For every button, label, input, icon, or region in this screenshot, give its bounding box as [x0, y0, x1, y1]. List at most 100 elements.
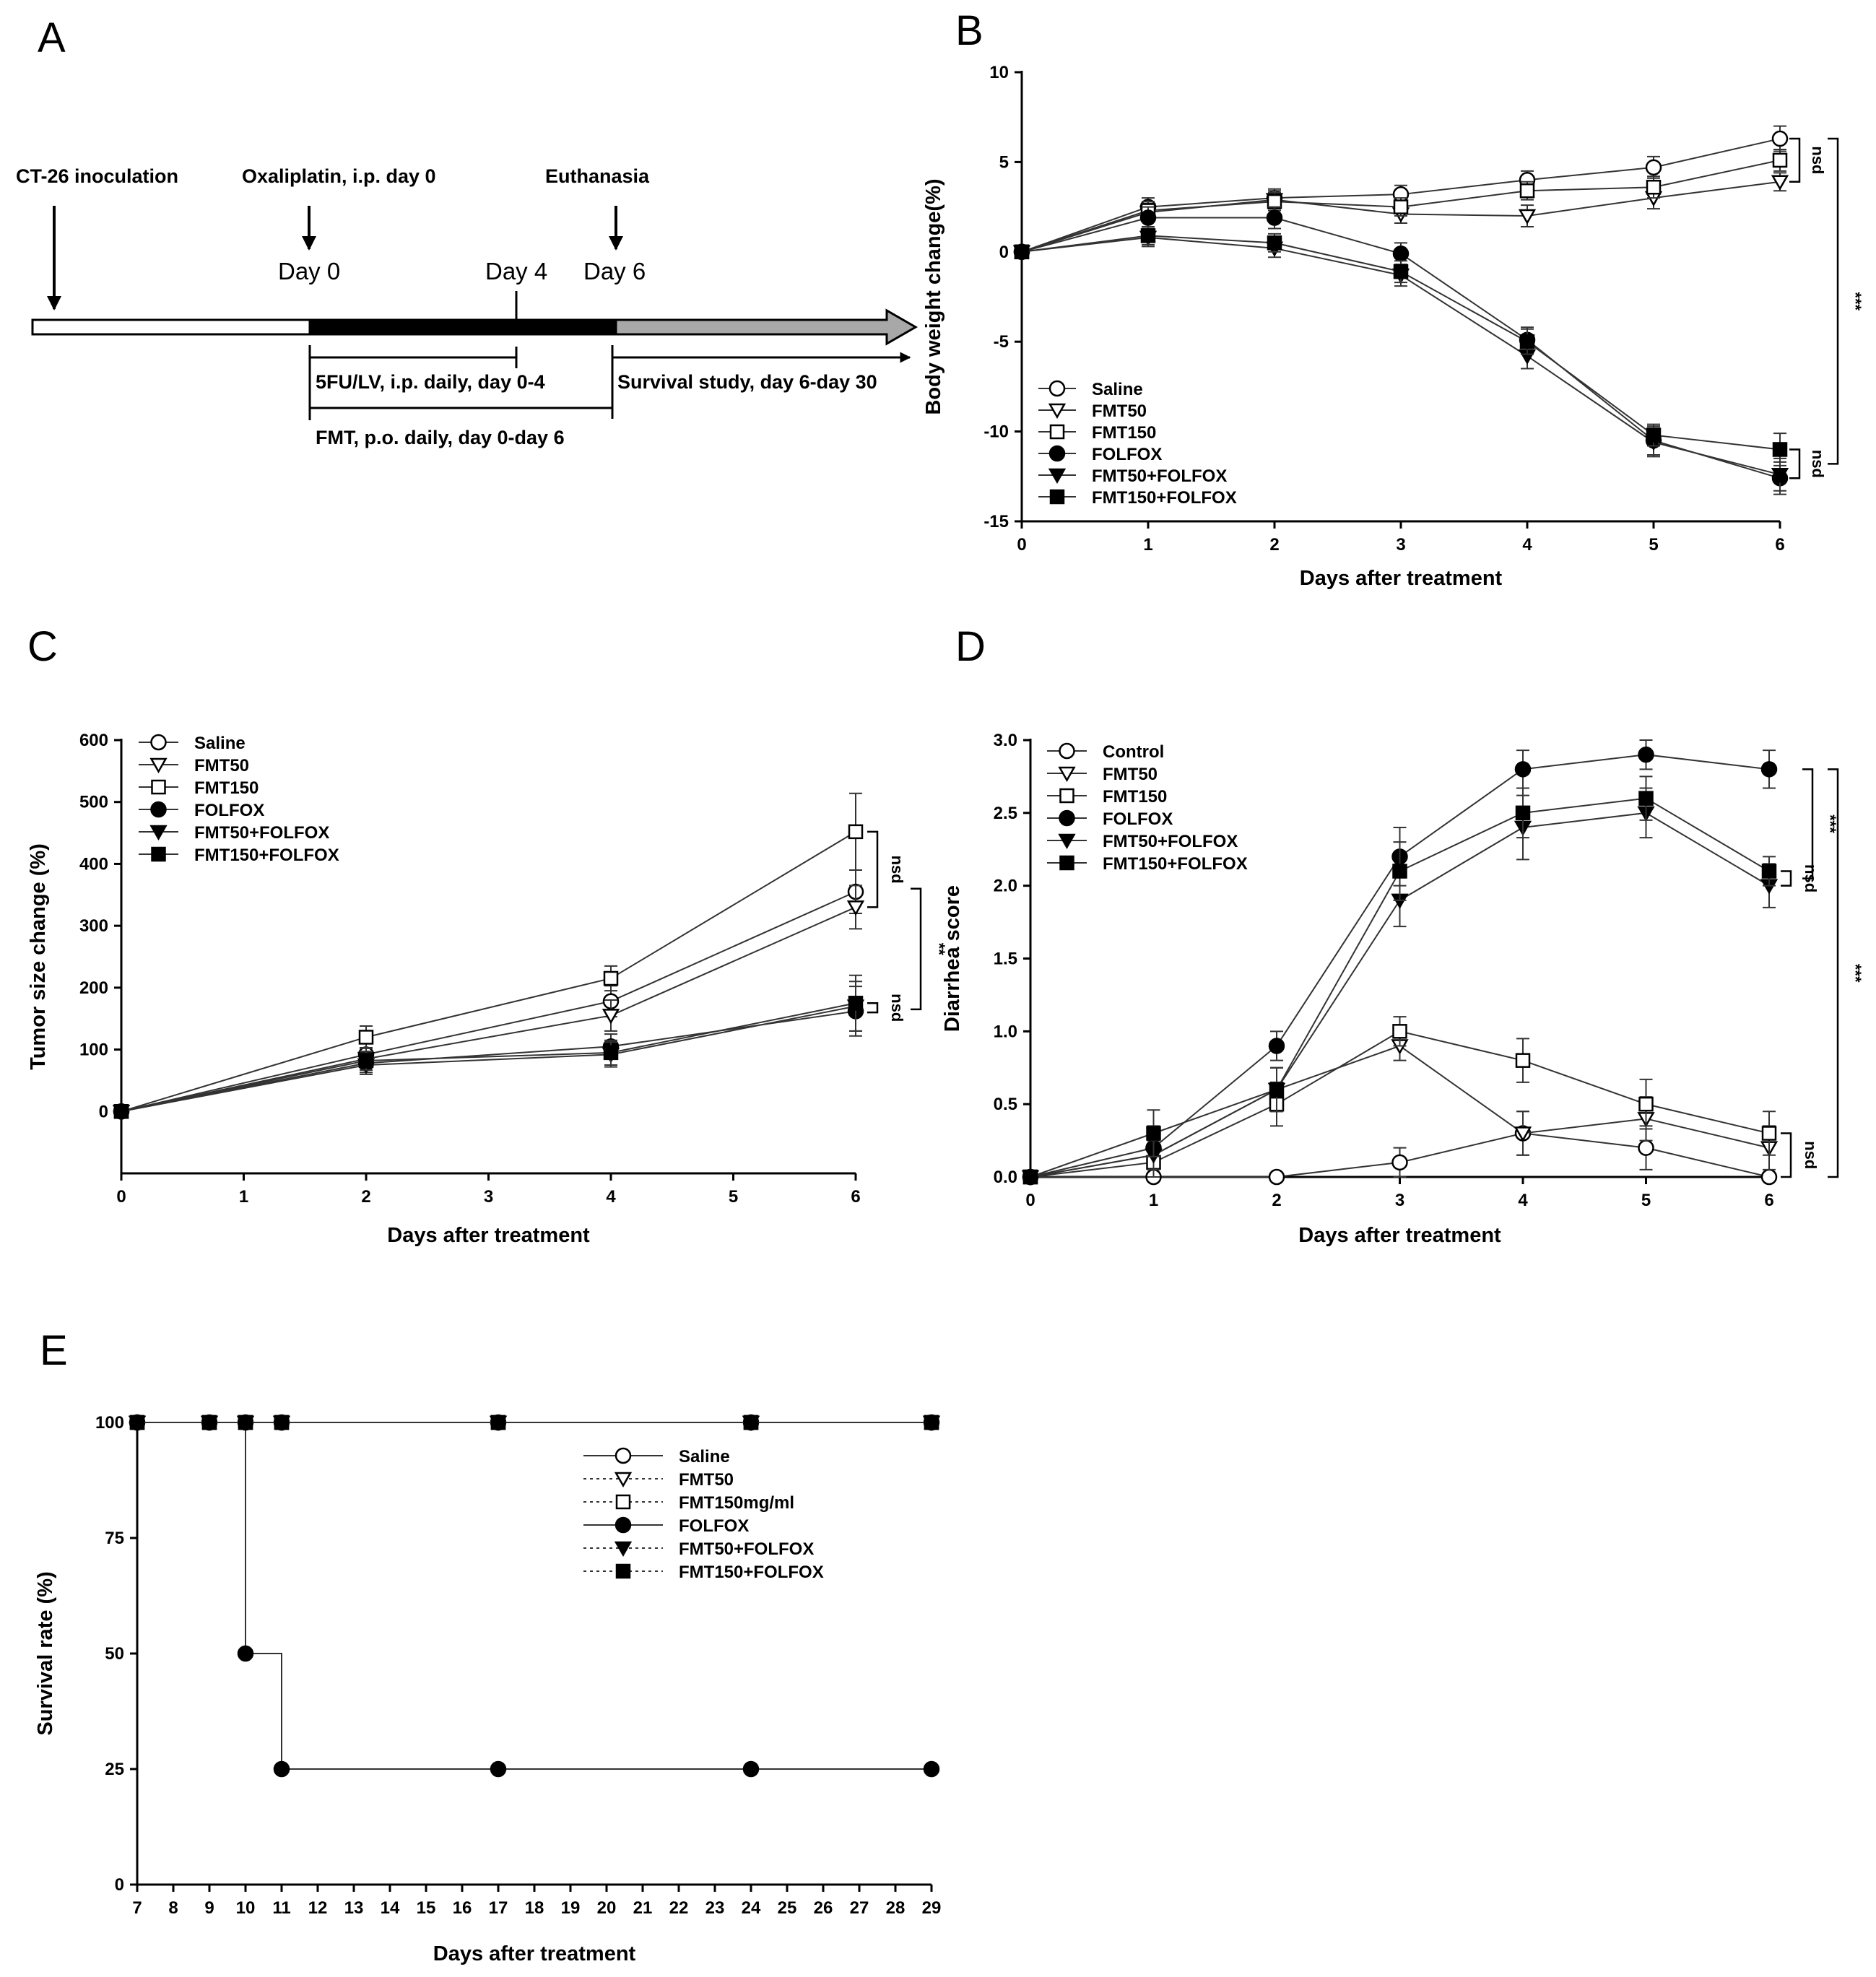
- panel-e-point-folfox: [273, 1760, 290, 1778]
- panel-d-bracket-line: [1781, 870, 1792, 887]
- panel-c-x-tick-label: 5: [729, 1187, 738, 1207]
- panel-b-significance-bracket: ***: [1828, 137, 1864, 465]
- panel-e-x-tick-label: 16: [453, 1898, 472, 1918]
- panel-d-y-tick-label: 3.0: [994, 731, 1017, 750]
- panel-e-x-tick-label: 20: [597, 1898, 617, 1918]
- panel-e-x-tick-label: 14: [381, 1898, 400, 1918]
- panel-b-x-tick-label: 6: [1775, 535, 1784, 555]
- panel-d-significance-label: ***: [1821, 814, 1839, 833]
- panel-b-y-tick-label: 5: [999, 152, 1009, 172]
- panel-d-legend-label: FMT150: [1103, 787, 1167, 807]
- panel-d-point-fmt150: [1761, 1126, 1777, 1141]
- panel-d-legend-marker-fmt50: [1058, 766, 1076, 783]
- panel-d-legend-label: FMT150+FOLFOX: [1103, 854, 1248, 874]
- panel-c-bracket-line: [911, 887, 922, 1011]
- panel-e-legend-marker-folfox: [615, 1516, 632, 1534]
- panel-label-d: D: [955, 623, 986, 670]
- panel-d-significance-bracket: ***: [1828, 768, 1864, 1178]
- panel-c-legend-marker-fmt150: [151, 779, 166, 795]
- panel-d-x-tick-label: 0: [1025, 1191, 1035, 1210]
- panel-e-y-tick-label: 75: [105, 1529, 124, 1548]
- panel-c-legend-marker-folfox: [150, 801, 167, 818]
- panel-e-point-folfox: [237, 1645, 254, 1662]
- panel-e-x-tick-label: 27: [850, 1898, 869, 1918]
- panel-c-point-fmt150-folfox: [113, 1104, 129, 1119]
- panel-d-point-fmt150-folfox: [1022, 1169, 1038, 1185]
- panel-e-x-tick-label: 29: [922, 1898, 942, 1918]
- panel-d-series-fmt150-folfox: [1022, 775, 1777, 1185]
- panel-e-legend-marker-fmt150mg-ml: [615, 1494, 631, 1510]
- panel-c-x-axis-label: Days after treatment: [387, 1224, 590, 1247]
- panel-e-point-fmt150-folfox: [201, 1415, 217, 1430]
- panel-label-b: B: [955, 7, 983, 54]
- panel-b-point-fmt150: [1393, 199, 1409, 214]
- panel-e-legend-label: FOLFOX: [679, 1516, 749, 1536]
- panel-e-x-tick-label: 22: [669, 1898, 689, 1918]
- timeline-survival-arrow: [615, 308, 919, 346]
- panel-e-point-fmt150-folfox: [743, 1415, 759, 1430]
- panel-b-point-fmt150: [1772, 152, 1788, 168]
- panel-label-e: E: [40, 1327, 68, 1374]
- panel-e-y-tick-label: 100: [95, 1413, 124, 1433]
- panel-c-y-axis-label: Tumor size change (%): [27, 843, 50, 1070]
- panel-b-legend-marker-fmt150: [1049, 424, 1065, 440]
- panel-c-bracket-line: [867, 1002, 879, 1014]
- panel-d-y-tick-label: 1.5: [994, 950, 1017, 969]
- panel-d-significance-bracket: nsd: [1781, 864, 1820, 892]
- panel-d-point-fmt150-folfox: [1638, 791, 1654, 806]
- panel-c-y-tick-label: 300: [79, 916, 108, 936]
- panel-c-x-tick-label: 6: [851, 1187, 860, 1207]
- panel-c-x-tick-label: 3: [484, 1187, 493, 1207]
- panel-e-legend-label: FMT50+FOLFOX: [679, 1539, 814, 1559]
- panel-b-significance-label: nsd: [1809, 450, 1827, 478]
- panel-d-x-tick-label: 6: [1764, 1191, 1773, 1210]
- panel-e-legend-marker-fmt50: [614, 1472, 633, 1488]
- panel-b-point-fmt50: [1518, 209, 1537, 225]
- panel-b-legend-label: FMT50+FOLFOX: [1092, 466, 1227, 486]
- panel-d-y-tick-label: 2.5: [994, 804, 1017, 823]
- panel-c-x-tick-label: 2: [361, 1187, 370, 1207]
- panel-b-point-fmt150: [1646, 179, 1662, 195]
- panel-b-legend-marker-fmt50-folfox: [1048, 468, 1067, 485]
- panel-d-y-axis-label: Diarrhea score: [941, 885, 964, 1032]
- panel-c-line-fmt50: [121, 906, 856, 1113]
- panel-c-legend-marker-saline: [150, 734, 167, 751]
- panel-c-legend-label: FOLFOX: [194, 801, 264, 820]
- panel-c-legend: Saline FMT50 FMT150 FOLFOX FMT50+FOLFOX FMT15…: [139, 734, 339, 865]
- panel-b-bracket-line: [1789, 448, 1801, 479]
- panel-c-significance-label: **: [930, 943, 948, 956]
- panel-b-point-fmt50-folfox: [1771, 468, 1789, 484]
- panel-b-legend-label: FMT150+FOLFOX: [1092, 488, 1237, 508]
- panel-c-significance-bracket: **: [911, 887, 948, 1011]
- panel-c-series-fmt150-folfox: [113, 974, 864, 1119]
- regimen-survival-label: Survival study, day 6-day 30: [617, 371, 877, 393]
- panel-c-legend-label: Saline: [194, 734, 246, 753]
- panel-e-point-folfox: [490, 1760, 507, 1778]
- panel-d-point-control: [1391, 1154, 1408, 1171]
- panel-c-point-fmt150: [848, 824, 864, 840]
- panel-d-point-fmt150: [1515, 1053, 1531, 1068]
- panel-e-series-fmt150-folfox: [129, 1415, 939, 1430]
- panel-b-point-fmt150: [1267, 194, 1282, 209]
- panel-c-significance-label: nsd: [888, 856, 906, 884]
- panel-e-point-fmt150-folfox: [924, 1415, 939, 1430]
- panel-c-legend-label: FMT50+FOLFOX: [194, 823, 329, 843]
- panel-b-legend-marker-fmt150-folfox: [1049, 489, 1065, 505]
- panel-c-y-tick-label: 400: [79, 854, 108, 874]
- panel-d-point-folfox: [1268, 1038, 1285, 1054]
- panel-c-y-tick-label: 0: [99, 1102, 108, 1121]
- chart-survival-rate: 7 8 9 10 11 12 13 14 15 16 17 18 19 20 21 22 23 24 25 26 27 2…: [34, 1413, 941, 1965]
- panel-d-bracket-line: [1781, 1132, 1792, 1178]
- panel-b-point-fmt150-folfox: [1267, 235, 1282, 251]
- panel-b-legend-label: Saline: [1092, 380, 1143, 399]
- panel-d-legend-marker-folfox: [1059, 809, 1075, 827]
- panel-d-point-fmt150-folfox: [1392, 864, 1407, 879]
- event-oxaliplatin-label: Oxaliplatin, i.p. day 0: [242, 165, 436, 187]
- panel-b-point-saline: [1771, 130, 1789, 147]
- panel-c-y-tick-label: 600: [79, 731, 108, 750]
- panel-e-y-axis-label: Survival rate (%): [34, 1571, 57, 1735]
- day-4-label: Day 4: [485, 258, 547, 284]
- panel-e-legend-label: FMT50: [679, 1470, 734, 1490]
- panel-b-point-fmt150-folfox: [1519, 334, 1535, 349]
